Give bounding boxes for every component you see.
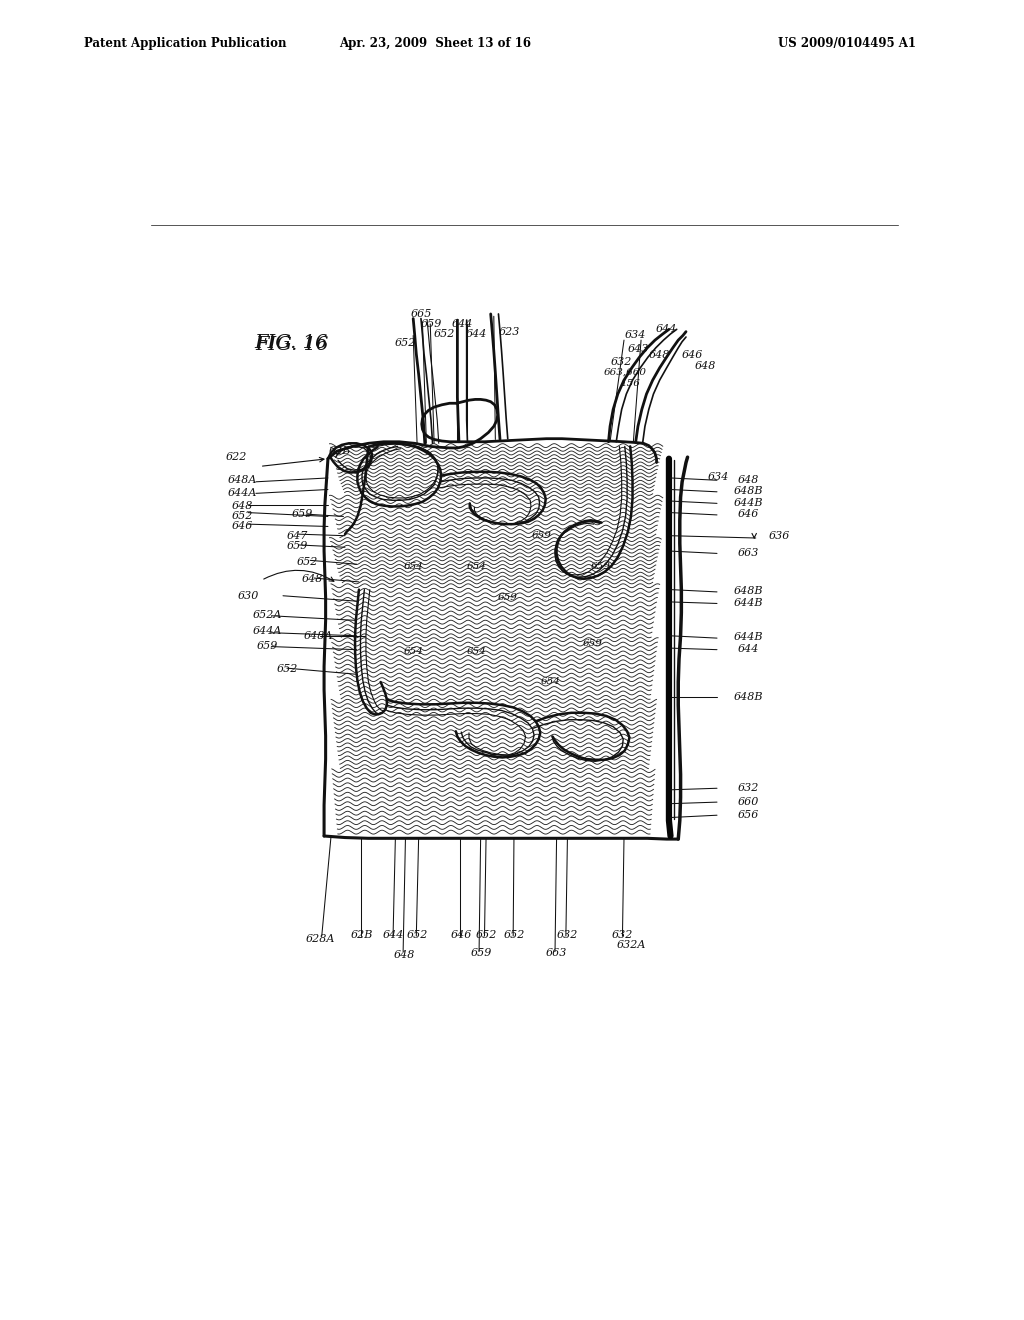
Text: 646: 646 <box>737 510 759 519</box>
Text: 648B: 648B <box>733 586 763 597</box>
Text: 648: 648 <box>694 362 716 371</box>
Text: 648: 648 <box>232 502 253 511</box>
Text: 659: 659 <box>292 510 313 519</box>
Text: 644: 644 <box>453 319 473 329</box>
Text: 156: 156 <box>621 379 640 388</box>
Text: 654: 654 <box>467 647 486 656</box>
Text: 654: 654 <box>403 647 423 656</box>
Text: 634: 634 <box>708 473 729 482</box>
Text: 632: 632 <box>611 929 633 940</box>
Text: 665: 665 <box>411 309 432 319</box>
Text: 656: 656 <box>737 810 759 820</box>
Text: 648: 648 <box>649 350 671 360</box>
Text: 628A: 628A <box>305 935 335 944</box>
Text: 660: 660 <box>737 797 759 807</box>
Text: 632A: 632A <box>617 940 646 950</box>
Text: 652: 652 <box>395 338 416 348</box>
Text: Apr. 23, 2009  Sheet 13 of 16: Apr. 23, 2009 Sheet 13 of 16 <box>339 37 531 50</box>
Text: 663: 663 <box>737 548 759 558</box>
Text: 647: 647 <box>287 531 307 541</box>
Text: 663,660: 663,660 <box>604 368 647 378</box>
Text: 636: 636 <box>768 531 790 541</box>
Text: 652: 652 <box>276 664 298 675</box>
Text: 659: 659 <box>531 531 552 540</box>
Text: 648A: 648A <box>303 631 333 640</box>
Text: 62B: 62B <box>329 446 351 455</box>
Text: 644B: 644B <box>733 598 763 609</box>
Text: 644A: 644A <box>228 487 257 498</box>
Text: 646: 646 <box>451 929 472 940</box>
Text: FIG. 16: FIG. 16 <box>256 335 329 354</box>
Text: 623: 623 <box>499 326 520 337</box>
Text: 634: 634 <box>625 330 646 341</box>
Text: 643: 643 <box>628 345 648 354</box>
Text: 652: 652 <box>297 557 318 566</box>
Text: 62B: 62B <box>351 929 373 940</box>
Text: 659: 659 <box>591 562 610 572</box>
Text: 644: 644 <box>656 325 677 334</box>
Text: 659: 659 <box>471 948 493 958</box>
Text: 630: 630 <box>238 591 259 601</box>
Text: 648: 648 <box>302 574 324 583</box>
Text: 652: 652 <box>503 929 524 940</box>
Text: 654: 654 <box>541 677 560 686</box>
Text: 659: 659 <box>583 639 603 648</box>
Text: 644B: 644B <box>733 632 763 643</box>
Text: Patent Application Publication: Patent Application Publication <box>84 37 287 50</box>
Text: 648: 648 <box>737 475 759 486</box>
Text: 644B: 644B <box>733 498 763 508</box>
Text: 652: 652 <box>232 511 253 520</box>
Text: 654: 654 <box>403 562 423 572</box>
Text: 632: 632 <box>737 783 759 793</box>
Text: 659: 659 <box>498 593 518 602</box>
Text: 659: 659 <box>287 541 307 550</box>
Text: 663: 663 <box>546 948 567 958</box>
Text: 644A: 644A <box>253 626 283 636</box>
Text: 646: 646 <box>232 521 253 532</box>
Text: FIG. 16: FIG. 16 <box>254 334 328 352</box>
Text: 659: 659 <box>421 319 442 329</box>
Text: 632: 632 <box>557 929 579 940</box>
Text: US 2009/0104495 A1: US 2009/0104495 A1 <box>778 37 916 50</box>
Text: 644: 644 <box>466 329 487 339</box>
Text: 654: 654 <box>467 562 486 572</box>
Text: 646: 646 <box>682 350 702 360</box>
Text: 648A: 648A <box>228 475 257 486</box>
Text: 652A: 652A <box>253 610 283 620</box>
Text: 659: 659 <box>257 640 279 651</box>
Text: 632: 632 <box>610 356 632 367</box>
Text: 648B: 648B <box>733 486 763 496</box>
Text: 648B: 648B <box>733 693 763 702</box>
Text: 648: 648 <box>394 949 416 960</box>
Text: 622: 622 <box>226 453 247 462</box>
Text: 652: 652 <box>408 929 428 940</box>
Text: 644: 644 <box>737 644 759 653</box>
Text: 644: 644 <box>382 929 403 940</box>
Text: 652: 652 <box>433 329 455 339</box>
Text: 652: 652 <box>475 929 497 940</box>
